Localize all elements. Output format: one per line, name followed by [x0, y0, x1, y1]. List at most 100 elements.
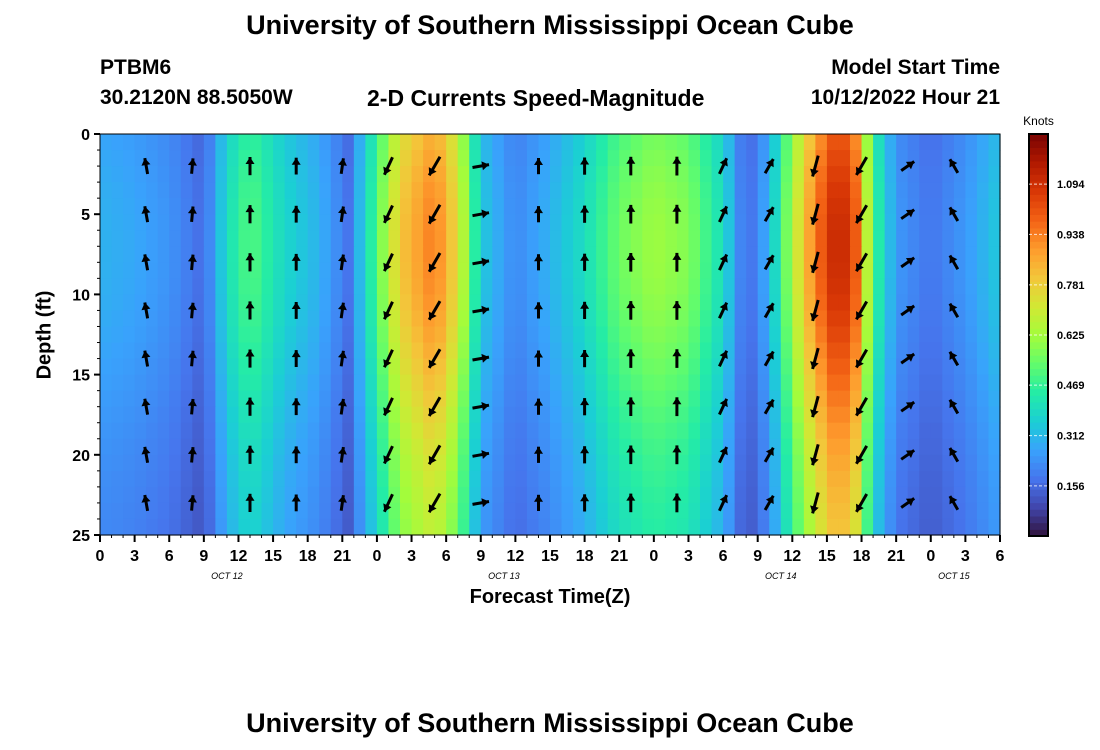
heat-cell — [700, 486, 713, 504]
heat-cell — [457, 406, 470, 424]
heat-cell — [100, 342, 113, 360]
heat-cell — [446, 198, 459, 215]
heat-cell — [873, 502, 886, 520]
heat-cell — [307, 374, 320, 392]
heat-cell — [573, 310, 586, 328]
heat-cell — [838, 262, 851, 279]
heat-cell — [146, 406, 159, 424]
heat-cell — [319, 358, 332, 376]
heat-cell — [330, 278, 343, 295]
heat-cell — [238, 406, 251, 424]
heat-cell — [919, 262, 932, 279]
heat-cell — [273, 134, 286, 151]
heat-cell — [365, 278, 378, 295]
heat-cell — [757, 390, 770, 408]
colorbar-segment — [1029, 415, 1048, 423]
colorbar-segment — [1029, 402, 1048, 410]
heat-cell — [284, 230, 297, 247]
heat-cell — [342, 470, 355, 488]
heat-cell — [607, 278, 620, 295]
heat-cell — [411, 502, 424, 520]
heat-cell — [307, 310, 320, 328]
heat-cell — [261, 358, 274, 376]
heat-cell — [596, 246, 609, 263]
heat-cell — [296, 422, 309, 440]
heat-cell — [261, 182, 274, 199]
heat-cell — [700, 134, 713, 151]
x-tick-label: 0 — [372, 548, 381, 565]
heat-cell — [746, 262, 759, 279]
heat-cell — [250, 230, 263, 247]
heat-cell — [711, 374, 724, 392]
heat-cell — [400, 198, 413, 215]
heat-cell — [250, 262, 263, 279]
heat-cell — [769, 134, 782, 151]
heat-cell — [123, 214, 136, 231]
heat-cell — [400, 278, 413, 295]
heat-cell — [411, 406, 424, 424]
heat-cell — [700, 214, 713, 231]
heat-cell — [296, 502, 309, 520]
heat-cell — [203, 342, 216, 360]
heat-cell — [134, 214, 147, 231]
heat-cell — [261, 134, 274, 151]
heat-cell — [573, 326, 586, 344]
heat-cell — [319, 374, 332, 392]
heat-cell — [388, 182, 401, 199]
heat-cell — [953, 182, 966, 199]
heat-cell — [134, 518, 147, 536]
heat-cell — [319, 198, 332, 215]
heat-cell — [526, 422, 540, 440]
heat-cell — [319, 470, 332, 488]
heat-cell — [100, 182, 113, 199]
heat-cell — [400, 406, 413, 424]
heat-cell — [400, 518, 413, 536]
heat-cell — [573, 262, 586, 279]
heat-cell — [226, 374, 240, 392]
heat-cell — [700, 150, 713, 167]
heat-cell — [630, 278, 643, 295]
current-vector-head — [534, 350, 543, 358]
heat-cell — [515, 470, 528, 488]
heat-cell — [157, 278, 170, 295]
heat-cell — [330, 470, 343, 488]
heat-cell — [250, 470, 263, 488]
heat-cell — [780, 390, 793, 408]
heat-cell — [803, 518, 816, 536]
heat-cell — [930, 422, 943, 440]
colorbar-segment — [1029, 221, 1048, 229]
heat-cell — [146, 246, 159, 263]
heat-cell — [307, 294, 320, 312]
heat-cell — [353, 358, 366, 376]
x-tick-label: 6 — [165, 548, 174, 565]
heat-cell — [423, 422, 436, 440]
current-vector-head — [338, 254, 347, 263]
heat-cell — [111, 198, 124, 215]
heat-cell — [953, 374, 966, 392]
heat-cell — [942, 358, 955, 376]
heat-cell — [515, 262, 528, 279]
heat-cell — [930, 166, 943, 183]
x-tick-label: 18 — [299, 548, 317, 565]
heat-cell — [769, 278, 782, 295]
current-vector-head — [481, 498, 489, 508]
heat-cell — [250, 182, 263, 199]
heat-cell — [365, 214, 378, 231]
heat-cell — [896, 470, 909, 488]
heat-cell — [584, 262, 597, 279]
heat-cell — [226, 230, 240, 247]
heat-cell — [169, 438, 182, 456]
heat-cell — [780, 518, 793, 536]
heat-cell — [838, 454, 851, 472]
heat-cell — [815, 406, 828, 424]
heat-cell — [965, 342, 978, 360]
current-vector-head — [765, 351, 774, 360]
colorbar-segment — [1029, 314, 1048, 323]
heat-cell — [550, 406, 563, 424]
heat-cell — [596, 518, 609, 536]
heat-cell — [815, 502, 828, 520]
x-tick-label: 6 — [996, 548, 1005, 565]
heat-cell — [203, 294, 216, 312]
heat-cell — [492, 230, 505, 247]
